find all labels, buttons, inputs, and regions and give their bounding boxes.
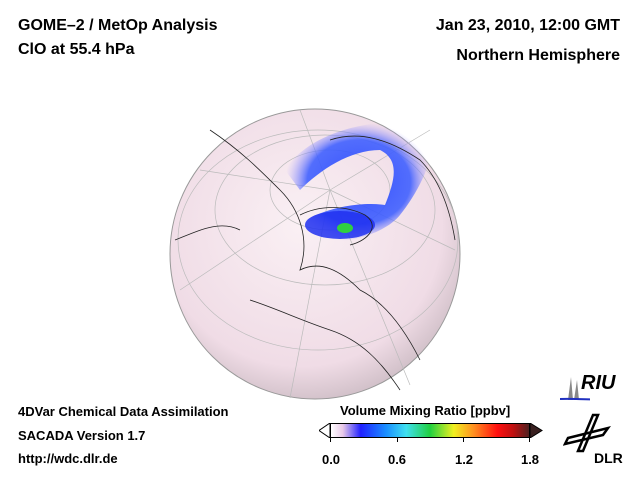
clo-vortex bbox=[285, 122, 433, 243]
dlr-logo-text: DLR bbox=[594, 450, 623, 466]
coastlines bbox=[174, 129, 456, 391]
footer-url[interactable]: http://wdc.dlr.de bbox=[18, 451, 118, 466]
colorbar-tick bbox=[397, 438, 398, 442]
colorbar-tick-label: 0.0 bbox=[321, 452, 341, 467]
riu-logo: RIU bbox=[560, 372, 630, 402]
riu-logo-text: RIU bbox=[581, 372, 616, 394]
product-title: GOME–2 / MetOp Analysis bbox=[18, 17, 218, 34]
globe-sphere bbox=[169, 108, 461, 400]
dlr-logo: DLR bbox=[562, 413, 633, 468]
colorbar-tick-label: 1.8 bbox=[520, 452, 540, 467]
colorbar-tick-label: 0.6 bbox=[387, 452, 407, 467]
footer-method: 4DVar Chemical Data Assimilation bbox=[18, 404, 229, 419]
dlr-emblem-icon bbox=[562, 413, 611, 453]
colorbar-tick bbox=[463, 438, 464, 442]
colorbar bbox=[330, 423, 530, 438]
date-time: Jan 23, 2010, 12:00 GMT bbox=[435, 17, 620, 34]
colorbar-title: Volume Mixing Ratio [ppbv] bbox=[340, 403, 511, 418]
colorbar-tick bbox=[529, 438, 530, 442]
species-level: ClO at 55.4 hPa bbox=[18, 41, 135, 58]
footer-version: SACADA Version 1.7 bbox=[18, 428, 146, 443]
colorbar-arrows bbox=[319, 423, 543, 438]
cathedral-icon bbox=[560, 377, 590, 401]
colorbar-tick-label: 1.2 bbox=[454, 452, 474, 467]
region-label: Northern Hemisphere bbox=[456, 47, 620, 64]
colorbar-tick bbox=[330, 438, 331, 442]
